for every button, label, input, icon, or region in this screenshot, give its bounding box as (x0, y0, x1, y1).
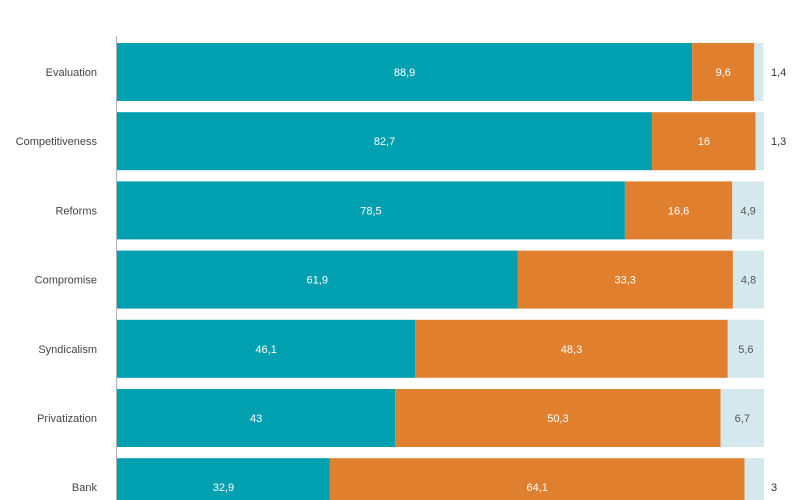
data-label-tertiary: 5,6 (738, 344, 753, 356)
data-label-tertiary: 4,9 (741, 205, 756, 217)
category-label: Competitiveness (16, 136, 98, 148)
bar-segment-primary (117, 389, 396, 447)
bar-segment-secondary (692, 43, 755, 101)
data-label-primary: 43 (250, 413, 262, 425)
data-label-tertiary: 4,8 (741, 275, 756, 287)
labels-layer: Evaluation 88,9 9,6 1,4 Competitiveness 82,7 1… (16, 67, 787, 494)
bar-segment-primary (117, 250, 518, 309)
data-label-secondary: 50,3 (547, 413, 568, 425)
bar-segment-tertiary (720, 389, 764, 447)
bar-segment-secondary (624, 181, 733, 240)
bars-layer (117, 43, 764, 500)
data-label-tertiary: 1,3 (771, 136, 786, 148)
category-label: Syndicalism (38, 344, 97, 356)
bar-segment-tertiary (732, 181, 764, 240)
data-label-secondary: 16,6 (668, 205, 689, 217)
bar-segment-tertiary (732, 250, 764, 309)
bar-segment-primary (117, 43, 693, 101)
category-label: Evaluation (46, 67, 97, 79)
data-label-primary: 88,9 (394, 67, 415, 79)
category-label: Bank (72, 482, 98, 494)
bar-segment-secondary (395, 389, 721, 447)
bar-segment-secondary (329, 458, 745, 500)
data-label-primary: 32,9 (213, 482, 234, 494)
bar-segment-secondary (517, 250, 733, 309)
data-label-primary: 61,9 (307, 275, 328, 287)
data-label-primary: 78,5 (360, 205, 381, 217)
bar-segment-tertiary (754, 43, 764, 101)
bar-segment-tertiary (727, 319, 764, 378)
data-label-tertiary: 1,4 (771, 67, 786, 79)
bar-segment-tertiary (755, 112, 764, 171)
bar-segment-primary (117, 319, 416, 378)
data-label-tertiary: 3 (771, 482, 777, 494)
category-label: Privatization (37, 413, 97, 425)
bar-segment-primary (117, 181, 625, 240)
data-label-secondary: 16 (698, 136, 710, 148)
category-label: Compromise (35, 275, 97, 287)
data-label-secondary: 9,6 (716, 67, 731, 79)
category-label: Reforms (55, 205, 97, 217)
data-label-secondary: 48,3 (561, 344, 582, 356)
data-label-secondary: 33,3 (615, 275, 636, 287)
data-label-tertiary: 6,7 (735, 413, 750, 425)
bar-segment-secondary (415, 319, 728, 378)
data-label-primary: 82,7 (374, 136, 395, 148)
bar-segment-secondary (652, 112, 756, 171)
data-label-primary: 46,1 (255, 344, 276, 356)
bar-segment-primary (117, 458, 330, 500)
bar-segment-primary (117, 112, 653, 171)
data-label-secondary: 64,1 (527, 482, 548, 494)
bar-segment-tertiary (744, 458, 764, 500)
